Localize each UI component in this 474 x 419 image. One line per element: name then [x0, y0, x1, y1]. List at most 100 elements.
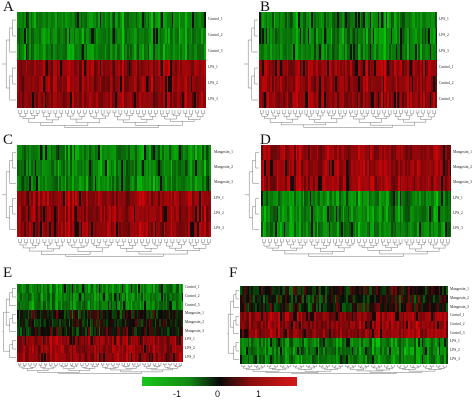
heatmap-cell	[319, 12, 321, 29]
heatmap-cell	[352, 191, 355, 207]
heatmap-cell	[446, 329, 448, 339]
heatmap-cell	[430, 303, 433, 313]
heatmap-cell	[156, 344, 158, 354]
heatmap-cell	[56, 28, 59, 45]
heatmap-cell	[382, 28, 385, 45]
heatmap-cell	[65, 353, 68, 362]
heatmap-cell	[371, 44, 373, 61]
heatmap-cell	[377, 44, 380, 61]
heatmap-cell	[168, 327, 171, 337]
heatmap-cell	[351, 76, 354, 93]
heatmap-cell	[141, 336, 143, 346]
heatmap-cell	[77, 191, 79, 207]
heatmap-cell	[164, 60, 167, 77]
heatmap-cell	[171, 292, 174, 302]
heatmap-cell	[325, 206, 327, 223]
heatmap-cell	[269, 191, 272, 207]
heatmap-cell	[56, 344, 58, 354]
heatmap-cell	[325, 338, 327, 348]
heatmap-cell	[51, 310, 54, 320]
heatmap-cell	[356, 221, 359, 237]
heatmap-cell	[151, 318, 154, 328]
heatmap-cell	[85, 301, 87, 311]
heatmap-cell	[420, 206, 423, 223]
heatmap-cell	[424, 221, 426, 237]
heatmap-cell	[301, 12, 303, 29]
heatmap-cell	[56, 76, 59, 93]
heatmap-cell	[413, 76, 415, 93]
heatmap-cell	[32, 327, 34, 337]
heatmap-cell	[330, 221, 333, 237]
heatmap-cell	[342, 312, 344, 322]
heatmap-cell	[69, 175, 72, 192]
heatmap-cell	[151, 28, 153, 45]
heatmap-cell	[366, 175, 369, 192]
heatmap-cell	[59, 28, 62, 45]
heatmap-cell	[283, 145, 286, 161]
heatmap-cell	[100, 344, 102, 354]
heatmap-cell	[20, 145, 23, 161]
heatmap-cell	[444, 221, 447, 237]
heatmap-cell	[325, 355, 327, 364]
heatmap-cell	[35, 292, 37, 302]
heatmap-cell	[364, 355, 367, 364]
heatmap-cell	[275, 294, 278, 304]
heatmap-cell	[44, 284, 46, 294]
heatmap-cell	[410, 286, 413, 296]
heatmap-cell	[391, 175, 393, 192]
heatmap-cell	[127, 353, 130, 362]
heatmap-cell	[86, 284, 89, 294]
heatmap-cell	[372, 294, 375, 304]
heatmap-cell	[43, 145, 46, 161]
heatmap-cell	[318, 206, 320, 223]
heatmap-cell	[287, 206, 289, 223]
heatmap-cell	[365, 160, 367, 177]
heatmap-cell	[45, 310, 48, 320]
heatmap-cell	[372, 175, 374, 192]
heatmap-cell	[262, 355, 265, 364]
heatmap-cell	[62, 284, 64, 294]
heatmap-cell	[366, 92, 368, 108]
heatmap-cell	[63, 76, 66, 93]
heatmap-cell	[362, 346, 365, 356]
heatmap-cell	[87, 191, 90, 207]
heatmap-cell	[127, 344, 130, 354]
heatmap-cell	[178, 28, 181, 45]
heatmap-cell	[182, 60, 184, 77]
heatmap-cell	[366, 12, 368, 29]
heatmap-cell	[174, 145, 176, 161]
heatmap-cell	[84, 145, 86, 161]
heatmap-cell	[50, 310, 52, 320]
heatmap-cell	[198, 206, 201, 223]
heatmap-cell	[319, 286, 322, 296]
heatmap-cell	[342, 160, 345, 177]
heatmap-cell	[21, 310, 24, 320]
heatmap-cell	[363, 76, 365, 93]
heatmap-cell	[251, 286, 254, 296]
heatmap-cell	[37, 12, 40, 29]
heatmap-cell	[120, 76, 122, 93]
heatmap-cell	[152, 28, 155, 45]
heatmap-cell	[276, 12, 279, 29]
heatmap-cell	[410, 145, 412, 161]
heatmap-cell	[57, 191, 60, 207]
heatmap-cell	[162, 336, 165, 346]
heatmap-row	[17, 292, 183, 302]
heatmap-cell	[197, 28, 200, 45]
heatmap-cell	[288, 160, 291, 177]
heatmap-cell	[374, 294, 377, 304]
heatmap-cell	[349, 286, 352, 296]
heatmap-cell	[85, 60, 88, 77]
heatmap-cell	[314, 76, 316, 93]
heatmap-cell	[389, 338, 392, 348]
heatmap-cell	[348, 92, 350, 108]
heatmap-cell	[142, 175, 145, 192]
heatmap-cell	[429, 303, 431, 313]
heatmap-cell	[342, 355, 344, 364]
heatmap-cell	[36, 310, 39, 320]
heatmap-cell	[86, 318, 89, 328]
heatmap-cell	[404, 329, 407, 339]
heatmap-cell	[321, 206, 324, 223]
heatmap-cell	[65, 318, 68, 328]
heatmap-cell	[133, 221, 136, 237]
